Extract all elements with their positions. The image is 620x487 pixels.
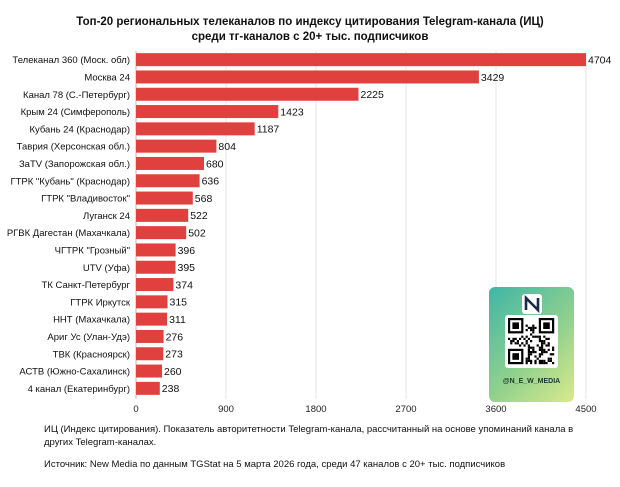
x-tick-label: 1800 [305,404,326,415]
bar [136,156,204,170]
category-label: ННТ (Махачкала) [53,315,130,326]
category-label: ТК Санкт-Петербург [42,280,131,291]
bar [136,139,217,153]
bar [136,312,168,326]
x-tick-label: 2700 [395,404,416,415]
category-label: ГТРК Иркутск [70,297,131,308]
data-label: 3429 [481,72,505,84]
bar [136,208,189,222]
bar [136,381,160,395]
bar [136,260,176,274]
chart-title: Топ-20 региональных телеканалов по индек… [0,15,620,45]
bar [136,174,200,188]
data-label: 2225 [361,89,385,101]
bar [136,122,255,136]
data-label: 1423 [280,106,304,118]
bar [136,295,168,309]
bar [136,347,164,361]
bar [136,105,279,119]
data-label: 395 [178,262,196,274]
qr-code-icon [505,315,558,368]
category-label: ЗаTV (Запорожская обл.) [19,159,130,170]
bar [136,226,187,240]
data-label: 396 [178,245,196,257]
x-tick-label: 4500 [575,404,596,415]
data-label: 260 [164,366,182,378]
category-label: РГВК Дагестан (Махачкала) [7,228,130,239]
category-label: ТВК (Красноярск) [53,349,130,360]
category-label: Москва 24 [84,72,130,83]
category-label: Кубань 24 (Краснодар) [29,124,130,135]
bar [136,70,479,84]
bar [136,364,162,378]
source-note: Источник: New Media по данным TGStat на … [44,459,506,470]
bar [136,329,164,343]
category-label: Ариг Ус (Улан-Удэ) [47,332,130,343]
bar [136,53,586,67]
data-label: 1187 [257,124,280,136]
data-label: 276 [166,331,184,343]
data-label: 374 [175,279,193,291]
bar [136,243,176,257]
chart-subtitle: среди тг-каналов с 20+ тыс. подписчиков [191,31,429,43]
data-label: 568 [195,193,213,205]
data-label: 804 [218,141,236,153]
data-label: 502 [188,227,206,239]
category-label: Крым 24 (Симферополь) [21,107,130,118]
promo-card[interactable]: @N_E_W_MEDIA [489,287,574,402]
x-tick-label: 3600 [485,404,506,415]
bar [136,87,359,101]
category-label: АСТВ (Южно-Сахалинск) [19,367,130,378]
x-tick-label: 0 [133,404,138,415]
data-label: 311 [169,314,186,326]
chart-title-line1: Топ-20 региональных телеканалов по индек… [76,16,544,28]
x-tick-label: 900 [218,404,234,415]
category-label: Луганск 24 [83,211,130,222]
definition-note: ИЦ (Индекс цитирования). Показатель авто… [44,424,574,448]
category-label: ГТРК "Владивосток" [41,194,130,205]
category-label: Канал 78 (С.-Петербург) [23,90,130,101]
category-label: 4 канал (Екатеринбург) [28,384,130,395]
data-label: 315 [170,297,188,309]
data-label: 238 [162,383,180,395]
category-label: ЧГТРК "Грозный" [55,245,130,256]
category-label: UTV (Уфа) [83,263,130,274]
data-label: 680 [206,158,224,170]
bar [136,191,193,205]
category-label: Таврия (Херсонская обл.) [17,142,130,153]
category-label: ГТРК "Кубань" (Краснодар) [10,176,130,187]
data-label: 4704 [588,54,612,66]
new-media-logo-icon [522,294,542,314]
data-label: 522 [190,210,208,222]
data-label: 273 [165,349,183,361]
promo-handle: @N_E_W_MEDIA [502,378,561,385]
category-label: Телеканал 360 (Моск. обл) [12,55,130,66]
data-label: 636 [202,176,220,188]
bar [136,278,174,292]
